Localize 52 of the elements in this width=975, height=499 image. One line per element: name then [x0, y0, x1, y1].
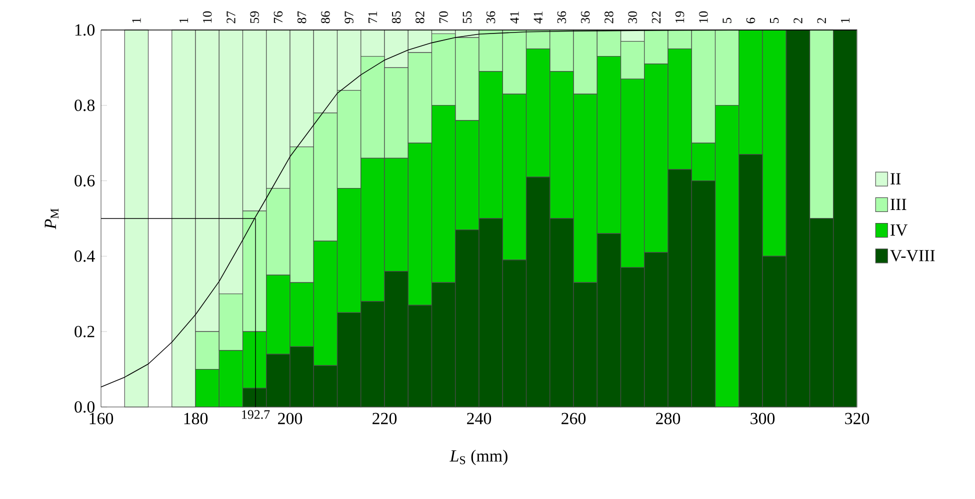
y-tick-label: 0.8: [74, 100, 95, 112]
y-tick-label: 0.6: [74, 175, 95, 187]
annotation: 36: [486, 11, 496, 24]
ref-line-label: 192.7: [242, 410, 270, 419]
annotation: 30: [628, 11, 637, 24]
annotation: 27: [226, 11, 236, 24]
annotation: 70: [439, 11, 448, 23]
annotation: 6: [746, 18, 756, 24]
x-tick-label: 200: [278, 412, 302, 424]
x-tick-label: 160: [90, 412, 114, 424]
y-tick-label: 1.0: [75, 24, 95, 36]
y-axis-title: P$_{M}$: [44, 208, 59, 230]
annotation: 41: [510, 12, 519, 24]
x-tick-label: 320: [845, 412, 870, 424]
annotation: 36: [580, 11, 590, 24]
annotation: 28: [604, 11, 614, 24]
legend-label: IV: [890, 224, 908, 236]
annotation: 76: [274, 11, 283, 23]
y-tick-label: 0.2: [74, 326, 94, 338]
legend-label: III: [890, 198, 906, 210]
annotation: 85: [392, 11, 401, 24]
annotation: 10: [699, 11, 708, 23]
x-tick-label: 240: [467, 412, 492, 424]
legend-label: II: [890, 173, 901, 184]
x-tick-label: 300: [750, 412, 775, 424]
annotation: 82: [416, 12, 424, 24]
annotation: 22: [652, 12, 660, 24]
annotation: 59: [250, 11, 259, 24]
annotation: 55: [462, 11, 472, 24]
legend-label: V-VIII: [890, 250, 935, 262]
y-tick-label: 0.0: [74, 401, 95, 413]
x-axis-title: L$_{S}$ (mm): [450, 450, 508, 466]
x-tick-label: 260: [562, 412, 586, 424]
annotation: 5: [722, 18, 732, 24]
y-tick-label: 0.4: [74, 250, 95, 262]
annotation: 36: [557, 11, 566, 24]
x-tick-label: 220: [372, 412, 397, 424]
annotation: 41: [534, 12, 542, 24]
x-tick-label: 180: [184, 412, 208, 424]
annotation: 1: [132, 18, 141, 23]
annotation: 2: [794, 18, 802, 24]
annotation: 19: [675, 11, 684, 23]
annotation: 86: [321, 11, 330, 24]
annotation: 1: [840, 18, 850, 23]
annotation: 10: [202, 11, 212, 23]
annotation: 97: [344, 11, 354, 24]
annotation: 87: [297, 11, 306, 24]
annotation: 2: [817, 18, 826, 24]
annotation: 71: [368, 12, 377, 23]
annotation: 1: [179, 18, 188, 23]
annotation: 5: [770, 18, 779, 24]
x-tick-label: 280: [656, 412, 680, 424]
